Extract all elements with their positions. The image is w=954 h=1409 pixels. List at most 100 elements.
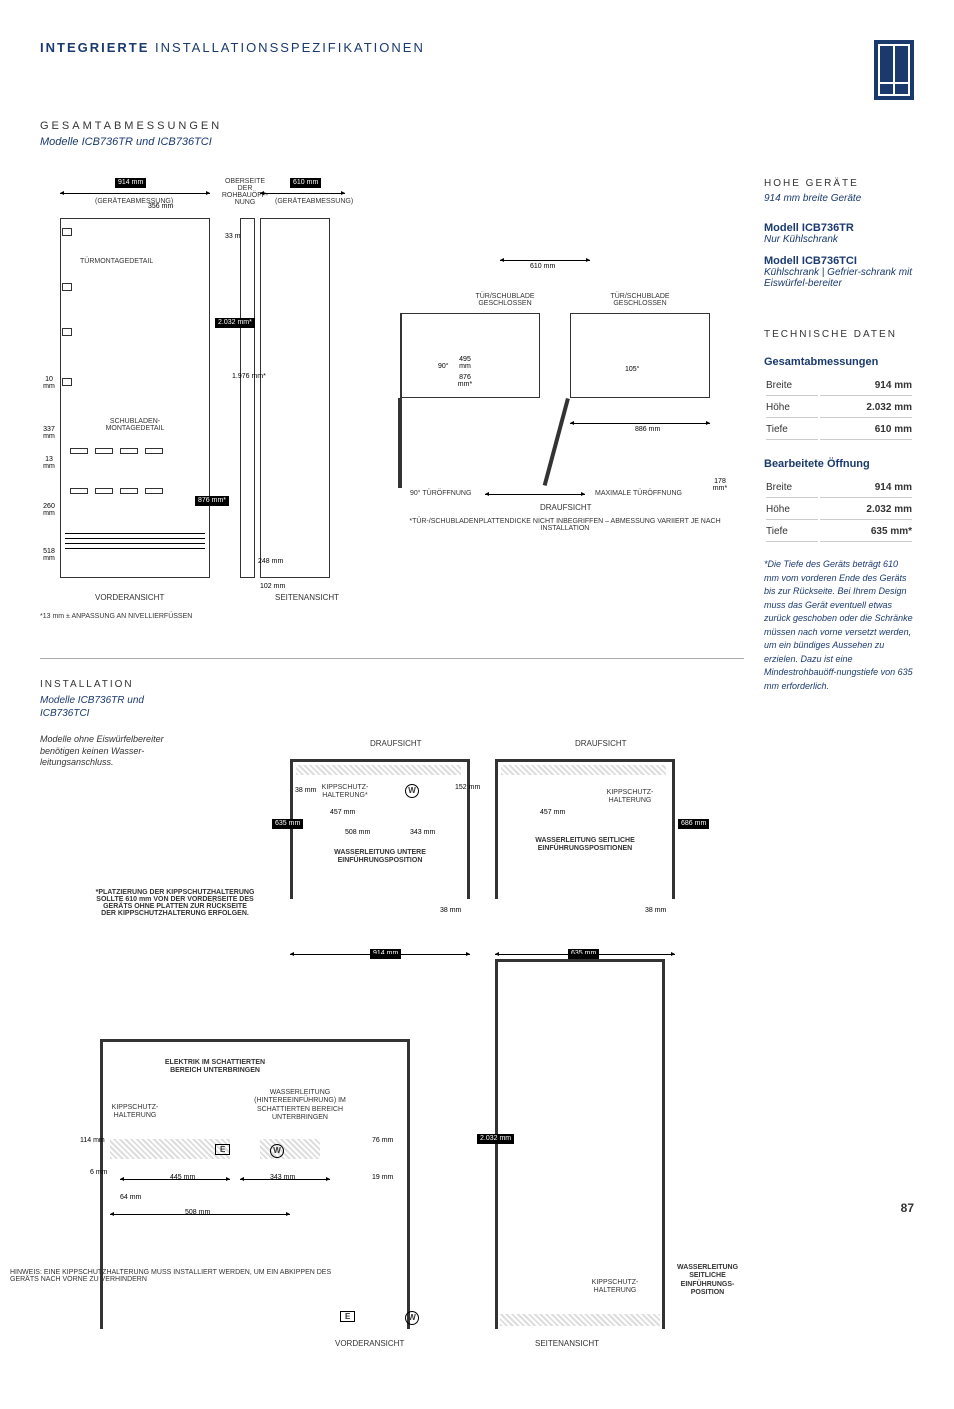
divider: [40, 658, 744, 659]
dim-610: 610 mm: [290, 178, 321, 188]
kippschutz-2: KIPPSCHUTZ-HALTERUNG: [600, 789, 660, 806]
wasser-seitlich: WASSERLEITUNG SEITLICHE EINFÜHRUNGSPOSIT…: [530, 837, 640, 854]
label-tuermontage: TÜRMONTAGEDETAIL: [80, 258, 153, 265]
model2-title: Modell ICB736TCI: [764, 255, 914, 267]
bearb-table: Breite914 mm Höhe2.032 mm Tiefe635 mm*: [764, 476, 914, 544]
wasser-seitlich2: WASSERLEITUNG SEITLICHE EINFÜHRUNGS-POSI…: [670, 1264, 745, 1298]
bearb-tiefe: 635 mm*: [820, 522, 912, 542]
installation-models: Modelle ICB736TR und ICB736TCI: [40, 694, 180, 720]
dim-686-2: 686 mm: [678, 819, 709, 829]
plan-876-top: 876 mm*: [455, 374, 475, 388]
installation-note: Modelle ohne Eiswürfelbereiter benötigen…: [40, 734, 180, 769]
gesamt-table: Breite914 mm Höhe2.032 mm Tiefe610 mm: [764, 374, 914, 442]
breite-label: Breite: [766, 376, 818, 396]
gesamt-hoehe: 2.032 mm: [820, 398, 912, 418]
plan-left: [290, 759, 470, 899]
dim-64: 64 mm: [120, 1194, 141, 1201]
dim-518: 518 mm: [40, 548, 58, 562]
tiefe-label: Tiefe: [766, 420, 818, 440]
dim-76: 76 mm: [372, 1137, 393, 1144]
dim-914: 914 mm: [115, 178, 146, 188]
w-symbol-1: W: [405, 784, 419, 798]
vorderansicht-bottom: VORDERANSICHT: [335, 1339, 404, 1348]
side-elev-box: [495, 959, 665, 1329]
wasser-note: WASSERLEITUNG (HINTEREEINFÜHRUNG) IM SCH…: [235, 1089, 365, 1123]
hoehe-label-2: Höhe: [766, 500, 818, 520]
gesamt-breite: 914 mm: [820, 376, 912, 396]
w-symbol-2: W: [270, 1144, 284, 1158]
model1-title: Modell ICB736TR: [764, 222, 914, 234]
front-elev-box: [100, 1039, 410, 1329]
plan-886: 886 mm: [635, 426, 660, 433]
dim-13: 13 mm: [40, 456, 58, 470]
tech-heading: TECHNISCHE DATEN: [764, 329, 914, 340]
gesamt-tiefe: 610 mm: [820, 420, 912, 440]
dim-114: 114 mm: [80, 1137, 105, 1144]
plan-right: [495, 759, 675, 899]
label-nivellier: *13 mm ± ANPASSUNG AN NIVELLIERFÜSSEN: [40, 613, 192, 620]
brand-logo: [874, 40, 914, 100]
plan-note: *TÜR-/SCHUBLADENPLATTENDICKE NICHT INBEG…: [400, 518, 730, 532]
page-header: INTEGRIERTE INSTALLATIONSSPEZIFIKATIONEN…: [40, 40, 914, 148]
dim-38-1: 38 mm: [295, 787, 316, 794]
dim-508-1: 508 mm: [345, 829, 370, 836]
plan-tuer1: TÜR/SCHUBLADE GESCHLOSSEN: [470, 293, 540, 307]
w-symbol-3: W: [405, 1311, 419, 1325]
plan-610: 610 mm: [530, 263, 555, 270]
bearb-breite: 914 mm: [820, 478, 912, 498]
e-symbol-1: E: [215, 1144, 230, 1155]
e-symbol-2: E: [340, 1311, 355, 1322]
dim-1976: 1.976 mm*: [232, 373, 266, 380]
hoehe-label: Höhe: [766, 398, 818, 418]
dim-6: 6 mm: [90, 1169, 108, 1176]
dim-19: 19 mm: [372, 1174, 393, 1181]
plan-90: 90°: [438, 363, 449, 370]
draufsicht-2: DRAUFSICHT: [575, 739, 627, 748]
hinweis: HINWEIS: EINE KIPPSCHUTZHALTERUNG MUSS I…: [10, 1269, 335, 1283]
tiefe-label-2: Tiefe: [766, 522, 818, 542]
hohe-geraete-heading: HOHE GERÄTE: [764, 178, 914, 189]
label-seitenansicht-top: SEITENANSICHT: [275, 593, 339, 602]
plan-draufsicht: DRAUFSICHT: [540, 503, 592, 512]
dim-248: 248 mm: [258, 558, 283, 565]
dim-38-3: 38 mm: [645, 907, 666, 914]
title-light: INSTALLATIONSSPEZIFIKATIONEN: [155, 40, 425, 55]
plan-max-label: MAXIMALE TÜRÖFFNUNG: [595, 490, 682, 497]
sidebar: HOHE GERÄTE 914 mm breite Geräte Modell …: [764, 178, 914, 1389]
plan-178: 178 mm*: [710, 478, 730, 492]
dim-2032-side: 2.032 mm: [477, 1134, 514, 1144]
front-view-box: [60, 218, 210, 578]
label-schubladen: SCHUBLADEN-MONTAGEDETAIL: [100, 418, 170, 432]
installation-title: INSTALLATION: [40, 679, 180, 690]
installation-elevation-diagrams: ELEKTRIK IM SCHATTIERTEN BEREICH UNTERBR…: [40, 1039, 744, 1389]
kippschutz-1: KIPPSCHUTZ-HALTERUNG*: [315, 784, 375, 801]
page-title: INTEGRIERTE INSTALLATIONSSPEZIFIKATIONEN: [40, 40, 425, 55]
model1-sub: Nur Kühlschrank: [764, 234, 914, 245]
kippschutz-4: KIPPSCHUTZ-HALTERUNG: [585, 1279, 645, 1296]
elektrik-note: ELEKTRIK IM SCHATTIERTEN BEREICH UNTERBR…: [150, 1059, 280, 1076]
section-title: GESAMTABMESSUNGEN: [40, 120, 914, 132]
dim-457-1: 457 mm: [330, 809, 355, 816]
dim-102: 102 mm: [260, 583, 285, 590]
label-geraete-2: (GERÄTEABMESSUNG): [275, 198, 353, 205]
label-vorderansicht-top: VORDERANSICHT: [95, 593, 164, 602]
gesamt-title: Gesamtabmessungen: [764, 356, 914, 368]
placement-note: *PLATZIERUNG DER KIPPSCHUTZHALTERUNG SOL…: [95, 889, 255, 917]
dim-876: 876 mm*: [195, 496, 229, 506]
overall-dimensions-diagram: 914 mm (GERÄTEABMESSUNG) 356 mm TÜRMONTA…: [40, 178, 744, 638]
plan-495: 495 mm: [455, 356, 475, 370]
dim-38-2: 38 mm: [440, 907, 461, 914]
dim-10: 10 mm: [40, 376, 58, 390]
hohe-geraete-sub: 914 mm breite Geräte: [764, 193, 914, 204]
kippschutz-3: KIPPSCHUTZ-HALTERUNG: [105, 1104, 165, 1121]
breite-label-2: Breite: [766, 478, 818, 498]
plan-90-label: 90° TÜRÖFFNUNG: [410, 490, 471, 497]
dim-2032: 2.032 mm*: [215, 318, 255, 328]
model2-sub: Kühlschrank | Gefrier-schrank mit Eiswür…: [764, 267, 914, 289]
plan-tuer2: TÜR/SCHUBLADE GESCHLOSSEN: [605, 293, 675, 307]
bearb-hoehe: 2.032 mm: [820, 500, 912, 520]
seitenansicht-bottom: SEITENANSICHT: [535, 1339, 599, 1348]
bearb-title: Bearbeitete Öffnung: [764, 458, 914, 470]
dim-260: 260 mm: [40, 503, 58, 517]
dim-343-1: 343 mm: [410, 829, 435, 836]
